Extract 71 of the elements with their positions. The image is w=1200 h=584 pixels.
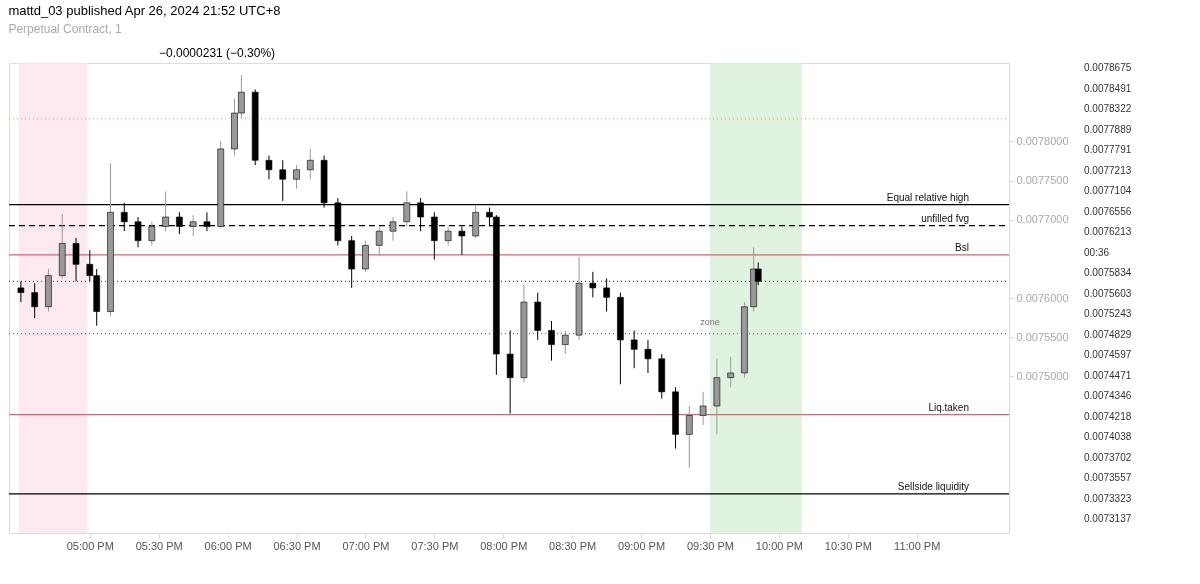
text: 0.0078675 (1084, 62, 1132, 73)
text: 0.0077213 (1084, 164, 1132, 176)
candlestick (293, 164, 300, 190)
y-tick-label: 0.0077000 (1016, 213, 1069, 226)
text: 0.0078491 (1084, 82, 1132, 94)
text: 0.0075243 (1084, 308, 1132, 319)
candlestick (727, 356, 734, 388)
candlestick (548, 320, 555, 362)
candlestick (603, 277, 610, 313)
x-tick-label: 09:30 PM (686, 539, 735, 552)
candlestick (307, 148, 314, 180)
text: 0.0073137 (1084, 513, 1132, 524)
y-tick-label: 0.0077500 (1016, 174, 1069, 186)
chart-subtitle: Perpetual Contract, 1 (8, 22, 123, 36)
candlestick (630, 329, 638, 369)
candlestick (389, 216, 397, 242)
ref-line-label: unfilled fvg (921, 212, 969, 224)
text: 0.0078322 (1084, 103, 1132, 114)
x-tick-label: 05:30 PM (135, 539, 183, 552)
ref-line-label: Bsl (955, 241, 969, 253)
text: 0.0076556 (1084, 205, 1132, 217)
candlestick (17, 280, 25, 303)
chart-title: mattd_03 published Apr 26, 2024 21:52 UTC+8 (8, 3, 281, 18)
text: 0.0074346 (1084, 390, 1132, 401)
text: 0.0077889 (1084, 123, 1132, 135)
x-tick-label: 07:30 PM (411, 539, 459, 552)
ref-line-label: Liq.taken (928, 401, 969, 413)
x-tick-label: 09:00 PM (618, 539, 666, 552)
text: 0.0077104 (1084, 185, 1132, 196)
text: 00:36 (1084, 246, 1110, 258)
candlestick (644, 339, 652, 374)
y-tick-label: 0.0076000 (1016, 291, 1069, 304)
candlestick (699, 391, 707, 426)
candlestick (31, 282, 38, 319)
candlestick (686, 405, 693, 469)
x-tick-label: 08:30 PM (549, 539, 597, 552)
x-tick-label: 11:00 PM (894, 539, 941, 552)
x-tick-label: 07:00 PM (342, 539, 390, 552)
text: 0.0077791 (1084, 144, 1132, 155)
text: 0.0076213 (1084, 226, 1132, 237)
candlestick (444, 225, 452, 246)
text: 0.0073557 (1084, 472, 1132, 483)
x-tick-label: 08:00 PM (480, 539, 528, 552)
text: 0.0074038 (1084, 431, 1132, 442)
text: −0.0000231 (−0.30%) (159, 46, 276, 60)
text: 0.0074471 (1084, 369, 1132, 381)
x-tick-label: 06:00 PM (204, 539, 252, 552)
text: 0.0075603 (1084, 287, 1132, 299)
candlestick (72, 237, 80, 282)
y-tick-label: 0.0078000 (1016, 134, 1069, 147)
band-label: zone (700, 316, 720, 327)
y-tick-label: 0.0075500 (1016, 330, 1069, 343)
x-tick-label: 10:00 PM (755, 539, 803, 552)
x-tick-label: 06:30 PM (273, 539, 321, 552)
x-tick-label: 05:00 PM (66, 539, 114, 552)
text: 0.0073323 (1084, 492, 1132, 504)
candlestick (589, 271, 597, 298)
x-tick-label: 10:30 PM (824, 539, 872, 552)
text: 0.0073702 (1084, 451, 1132, 463)
candlestick (362, 240, 369, 273)
text: 0.0075834 (1084, 267, 1132, 278)
text: 0.0074218 (1084, 410, 1132, 422)
text: 0.0074829 (1084, 328, 1132, 340)
y-tick-label: 0.0075000 (1016, 369, 1069, 382)
candlestick (265, 155, 273, 180)
candlestick (561, 329, 569, 355)
candlestick (279, 159, 287, 202)
candlestick (506, 329, 514, 415)
ref-line-label: Sellside liquidity (897, 480, 969, 492)
ref-line-label: Equal relative high (886, 191, 969, 203)
text: 0.0074597 (1084, 349, 1132, 360)
